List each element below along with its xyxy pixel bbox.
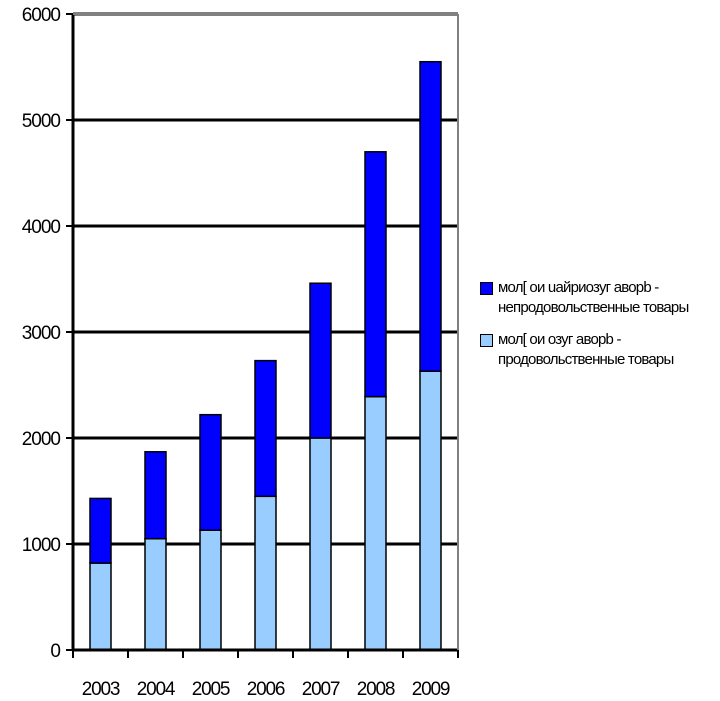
bar-segment [309,282,332,439]
bar-segment [364,151,387,398]
x-tick-label: 2005 [192,679,230,700]
legend-item-food: мол[ ои озуг аворb - продовольственные т… [480,330,715,370]
bar-segment [254,359,277,498]
x-tick-label: 2006 [247,679,285,700]
bar-segment [254,495,277,651]
y-tick-label: 1000 [22,535,61,556]
legend: мол[ ои uайриозуг аворb - непродовольств… [480,278,715,382]
bar-segment [419,370,442,651]
y-tick-label: 3000 [22,323,61,344]
y-axis-tick-labels: 0 1000 2000 3000 4000 5000 6000 [22,5,62,662]
y-tick-label: 6000 [22,5,61,26]
x-tick-label: 2004 [137,679,176,700]
bar-segment [89,497,112,564]
y-tick-label: 2000 [22,429,61,450]
y-tick-label: 5000 [22,111,61,132]
x-axis-tick-labels: 2003 2004 2005 2006 2007 2008 2009 [82,679,451,700]
x-tick-label: 2003 [82,679,120,700]
legend-swatch-food [480,334,493,347]
bar-segment [89,562,112,651]
bars [89,60,442,651]
x-tick-label: 2008 [357,679,395,700]
legend-swatch-nonfood [480,282,493,295]
bar-segment [199,529,222,651]
legend-label-nonfood: мол[ ои uайриозуг аворb - непродовольств… [498,279,689,316]
x-tick-label: 2007 [302,679,340,700]
bar-segment [144,451,167,540]
y-tick-label: 4000 [22,217,61,238]
bar-segment [199,413,222,531]
bar-segment [364,395,387,651]
x-tick-label: 2009 [412,679,450,700]
legend-label-food: мол[ ои озуг аворb - продовольственные т… [498,331,674,368]
axes [66,13,459,658]
y-tick-label: 0 [50,641,60,662]
bar-segment [419,60,442,372]
bar-segment [144,537,167,651]
legend-item-nonfood: мол[ ои uайриозуг аворb - непродовольств… [480,278,715,318]
bar-segment [309,437,332,651]
